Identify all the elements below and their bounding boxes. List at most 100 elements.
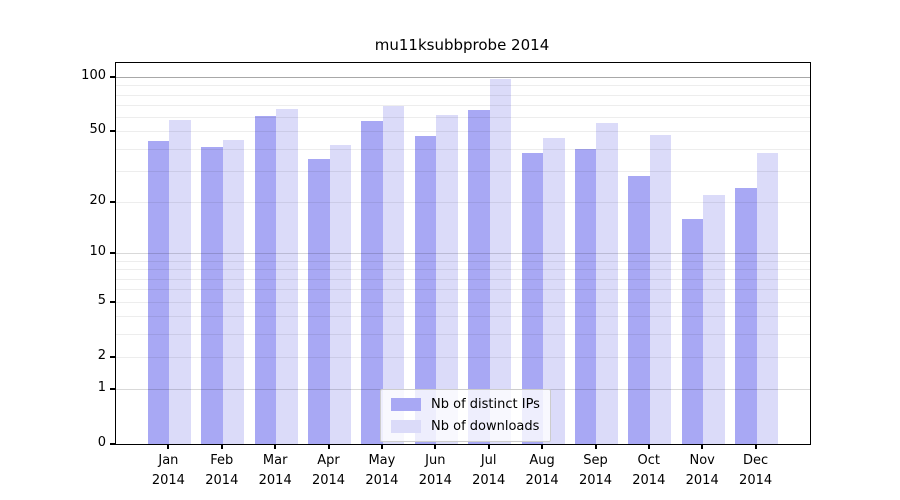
gridline-3	[116, 333, 810, 335]
y-tick-label-100: 100	[81, 68, 106, 83]
x-tick-mark-nov	[701, 444, 704, 449]
y-tick-label-5: 5	[97, 292, 106, 308]
plot-area: Nb of distinct IPs Nb of downloads	[115, 62, 811, 445]
y-tick-mark-20	[110, 200, 115, 203]
gridline-5	[116, 301, 810, 303]
x-tick-label-jul: Jul 2014	[459, 451, 519, 491]
x-tick-mark-sep	[594, 444, 597, 449]
month-label: Aug	[529, 453, 555, 468]
bar-distinct-ips-jan	[147, 141, 170, 444]
x-tick-mark-may	[380, 444, 383, 449]
bar-distinct-ips-apr	[308, 159, 330, 444]
y-tick-label-10: 10	[89, 244, 106, 260]
x-tick-mark-jul	[487, 444, 490, 449]
x-tick-mark-apr	[327, 444, 330, 449]
year-label: 2014	[418, 473, 452, 489]
bar-downloads-may	[382, 106, 405, 444]
y-tick-mark-100	[110, 76, 115, 78]
year-label: 2014	[365, 473, 399, 489]
gridline-40	[116, 148, 810, 150]
gridline-9	[116, 260, 810, 262]
x-tick-label-nov: Nov 2014	[672, 451, 732, 491]
month-label: Nov	[689, 453, 715, 468]
x-tick-label-may: May 2014	[352, 451, 412, 491]
x-tick-label-dec: Dec 2014	[726, 451, 786, 491]
y-tick-label-50: 50	[89, 122, 106, 138]
y-tick-mark-50	[110, 130, 115, 133]
year-label: 2014	[151, 473, 185, 489]
month-label: Jun	[425, 453, 446, 468]
legend-row-distinct-ips: Nb of distinct IPs	[391, 397, 540, 412]
chart-title: mu11ksubbprobe 2014	[374, 36, 550, 54]
month-label: Dec	[743, 453, 769, 468]
year-label: 2014	[258, 473, 292, 489]
bar-distinct-ips-nov	[681, 218, 704, 444]
month-label: Jan	[158, 453, 179, 468]
month-label: Oct	[637, 453, 661, 468]
bar-downloads-feb	[222, 139, 245, 444]
year-label: 2014	[311, 473, 346, 489]
bar-downloads-sep	[596, 122, 618, 444]
x-tick-label-apr: Apr 2014	[299, 451, 359, 491]
x-tick-mark-mar	[274, 444, 277, 449]
y-tick-mark-2	[110, 355, 115, 358]
bar-downloads-oct	[649, 134, 672, 444]
gridline-70	[116, 105, 810, 106]
bar-distinct-ips-jun	[414, 136, 437, 444]
bar-distinct-ips-jul	[468, 109, 490, 444]
gridline-90	[116, 85, 810, 87]
legend-label: Nb of downloads	[431, 419, 540, 434]
bar-distinct-ips-may	[361, 121, 383, 444]
y-tick-mark-10	[110, 252, 115, 255]
gridline-20	[116, 201, 810, 203]
y-tick-label-2: 2	[97, 347, 106, 363]
gridline-30	[116, 170, 810, 172]
bar-downloads-jan	[169, 119, 191, 444]
month-label: Apr	[317, 453, 340, 468]
x-tick-mark-aug	[541, 444, 544, 449]
gridline-4	[116, 316, 810, 317]
gridline-2	[116, 356, 810, 358]
bar-distinct-ips-aug	[521, 152, 544, 444]
x-tick-mark-dec	[754, 444, 757, 449]
x-tick-label-oct: Oct 2014	[619, 451, 679, 491]
year-label: 2014	[525, 473, 559, 489]
legend-label: Nb of distinct IPs	[431, 397, 540, 412]
x-tick-label-jun: Jun 2014	[405, 451, 465, 491]
year-label: 2014	[578, 473, 613, 489]
gridline-50	[116, 131, 810, 133]
gridline-60	[116, 117, 810, 119]
month-label: Sep	[583, 453, 608, 468]
month-label: Feb	[210, 453, 234, 468]
bar-distinct-ips-sep	[574, 148, 597, 444]
legend-swatch-distinct-ips	[391, 398, 421, 411]
month-label: Jul	[480, 453, 497, 468]
x-tick-mark-feb	[220, 444, 223, 449]
gridline-6	[116, 289, 810, 291]
y-tick-label-1: 1	[97, 379, 106, 395]
year-label: 2014	[685, 473, 719, 489]
bar-downloads-jul	[489, 79, 512, 444]
legend: Nb of distinct IPs Nb of downloads	[380, 389, 551, 442]
bar-downloads-jun	[436, 114, 458, 444]
x-tick-label-mar: Mar 2014	[245, 451, 305, 491]
x-tick-label-jan: Jan 2014	[138, 451, 198, 491]
month-label: Mar	[262, 453, 288, 468]
bar-downloads-apr	[329, 144, 352, 444]
bar-downloads-dec	[756, 152, 779, 444]
y-tick-mark-1	[110, 387, 115, 390]
year-label: 2014	[739, 473, 773, 489]
bar-downloads-nov	[703, 194, 725, 444]
bar-downloads-mar	[276, 108, 298, 444]
x-tick-label-feb: Feb 2014	[192, 451, 252, 491]
y-tick-mark-0	[110, 443, 115, 445]
y-tick-mark-5	[110, 300, 115, 303]
x-tick-mark-oct	[647, 444, 650, 449]
gridline-100	[116, 77, 810, 78]
x-tick-label-sep: Sep 2014	[566, 451, 626, 491]
year-label: 2014	[632, 473, 666, 489]
bar-distinct-ips-feb	[201, 146, 223, 444]
gridline-8	[116, 269, 810, 271]
bar-distinct-ips-dec	[735, 188, 757, 444]
